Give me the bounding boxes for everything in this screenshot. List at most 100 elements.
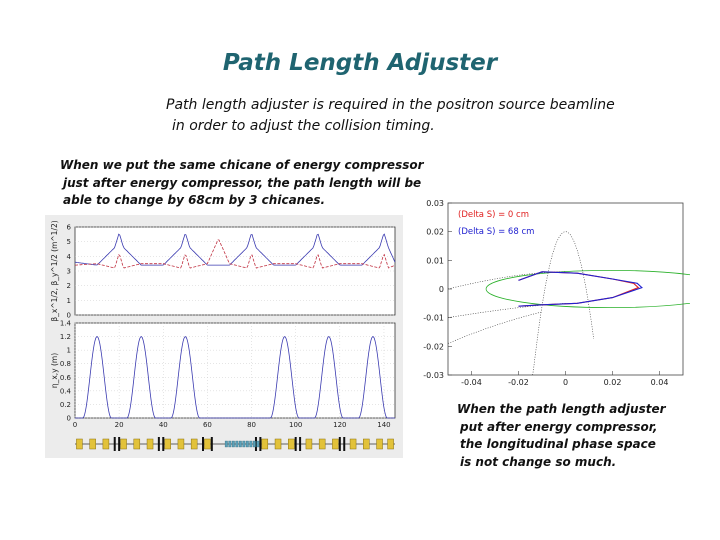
quadrupole-magnet [164,438,171,450]
rf-cavity [256,440,260,448]
phase-y-tick-label: 0 [439,285,444,294]
beta-y-axis-label: β_x^1/2, β_y^1/2 (m^1/2) [50,220,59,321]
bend-magnet [254,437,257,451]
beta-y-tick-label: 5 [67,238,71,246]
right-note-line-1: When the path length adjuster [457,402,666,416]
x-tick-label: 40 [159,421,168,429]
quadrupole-magnet [133,438,141,450]
phase-space-figure: 0.03 0.02 0.01 0 -0.01 -0.02 -0.03 -0.04 -0.02 0 0… [423,199,690,387]
x-tick-label: 140 [377,421,390,429]
rf-cavity [224,440,228,448]
phase-y-tick-label: 0.02 [426,228,444,237]
bend-magnet [157,437,160,451]
phase-y-tick-label: -0.01 [423,314,444,323]
rf-cavity [252,440,256,448]
phase-y-tick-label: 0.03 [426,199,444,208]
rf-cavity [228,440,232,448]
lattice-strip [75,437,395,451]
right-note: When the path length adjuster put after … [457,401,666,471]
rf-cavity [238,440,242,448]
phase-x-tick-label: -0.04 [461,378,482,387]
quadrupole-magnet [102,438,110,450]
dispersion-y-tick-label: 1 [67,347,71,355]
dispersion-y-tick-label: 0 [67,415,71,423]
x-tick-label: 0 [73,421,77,429]
bend-magnet [294,437,297,451]
x-tick-label: 60 [203,421,212,429]
phase-plot-frame [447,202,684,376]
right-note-line-4: is not change so much. [460,454,617,469]
bend-magnet [259,437,262,451]
phase-x-tick-label: -0.02 [508,378,529,387]
quadrupole-magnet [177,438,185,450]
beta-panel: 0 1 2 3 4 5 6 β_x^1/2, β_y^1/2 (m^1/2) [50,220,396,322]
dispersion-y-tick-label: 1.2 [60,333,71,341]
beta-y-tick-label: 4 [67,253,72,261]
legend-entry: (Delta S) = 68 cm [458,227,534,237]
subtitle-line-1: Path length adjuster is required in the … [166,97,615,113]
dispersion-y-axis-label: η_x,y (m) [50,353,59,388]
quadrupole-magnet [288,438,295,450]
phase-space-plot: 0.03 0.02 0.01 0 -0.01 -0.02 -0.03 -0.04 -0.02 0 0… [423,199,690,387]
phase-x-tick-label: 0.04 [651,378,669,387]
dispersion-y-tick-label: 0.8 [60,360,71,368]
quadrupole-magnet [274,438,282,450]
right-note-line-3: the longitudinal phase space [460,437,656,451]
subtitle-line-2: in order to adjust the collision timing. [172,118,435,134]
subtitle: Path length adjuster is required in the … [166,95,615,137]
rf-cavity [231,440,235,448]
x-tick-label: 100 [289,421,302,429]
quadrupole-magnet [349,438,357,450]
dispersion-line [75,336,395,419]
tail-lowest [447,311,543,344]
dispersion-panel: 0 0.2 0.4 0.6 0.8 1 1.2 1.4 0 20 40 60 80 100 120 140 η_… [50,320,396,429]
legend-entry: (Delta S) = 0 cm [458,210,529,220]
optics-figure: 0 1 2 3 4 5 6 β_x^1/2, β_y^1/2 (m^1/2) 0 0.2 0.4 0… [45,215,403,458]
x-tick-label: 20 [115,421,124,429]
quadrupole-magnet [146,438,154,450]
bend-magnet [338,437,341,451]
quadrupole-magnet [190,438,198,450]
left-note-line-1: When we put the same chicane of energy c… [60,158,424,172]
phase-x-tick-label: 0.02 [604,378,622,387]
right-note-line-2: put after energy compressor, [460,419,658,434]
quadrupole-magnet [261,438,269,450]
dispersion-y-tick-label: 0.2 [60,401,71,409]
bend-magnet [118,437,121,451]
x-tick-label: 120 [333,421,346,429]
quadrupole-magnet [376,438,383,450]
phase-x-tick-label: 0 [563,378,568,387]
left-note: When we put the same chicane of energy c… [60,157,424,210]
beta-y-tick-label: 3 [67,268,71,276]
left-note-line-2: just after energy compressor, the path l… [63,175,422,190]
rf-cavity [235,440,239,448]
beta-y-line [75,239,396,269]
bend-magnet [202,437,204,451]
beta-y-tick-label: 1 [67,297,71,305]
bend-magnet [113,437,116,451]
beta-y-tick-label: 0 [67,312,71,320]
quadrupole-magnet [332,438,339,450]
phase-y-tick-label: 0.01 [426,256,444,265]
left-note-line-3: able to change by 68cm by 3 chicanes. [63,193,326,207]
beta-y-tick-label: 2 [67,282,71,290]
beta-x-line [74,233,396,266]
bend-magnet [343,437,346,451]
phase-space-68cm-line [518,271,643,307]
beta-y-tick-label: 6 [67,224,72,232]
quadrupole-magnet [363,438,370,450]
phase-y-tick-label: -0.02 [423,342,444,351]
quadrupole-magnet [76,438,83,450]
phase-y-tick-label: -0.03 [423,371,444,380]
quadrupole-magnet [318,438,326,450]
dispersion-plot-frame [74,322,396,419]
quadrupole-magnet [305,438,313,450]
dispersion-y-tick-label: 1.4 [60,320,72,328]
quadrupole-magnet [204,438,211,450]
bend-magnet [162,437,165,451]
rf-cavity [249,440,253,448]
quadrupole-magnet [387,438,394,450]
dispersion-y-tick-label: 0.4 [60,387,72,395]
bend-magnet [299,437,302,451]
rf-cavity [242,440,246,448]
